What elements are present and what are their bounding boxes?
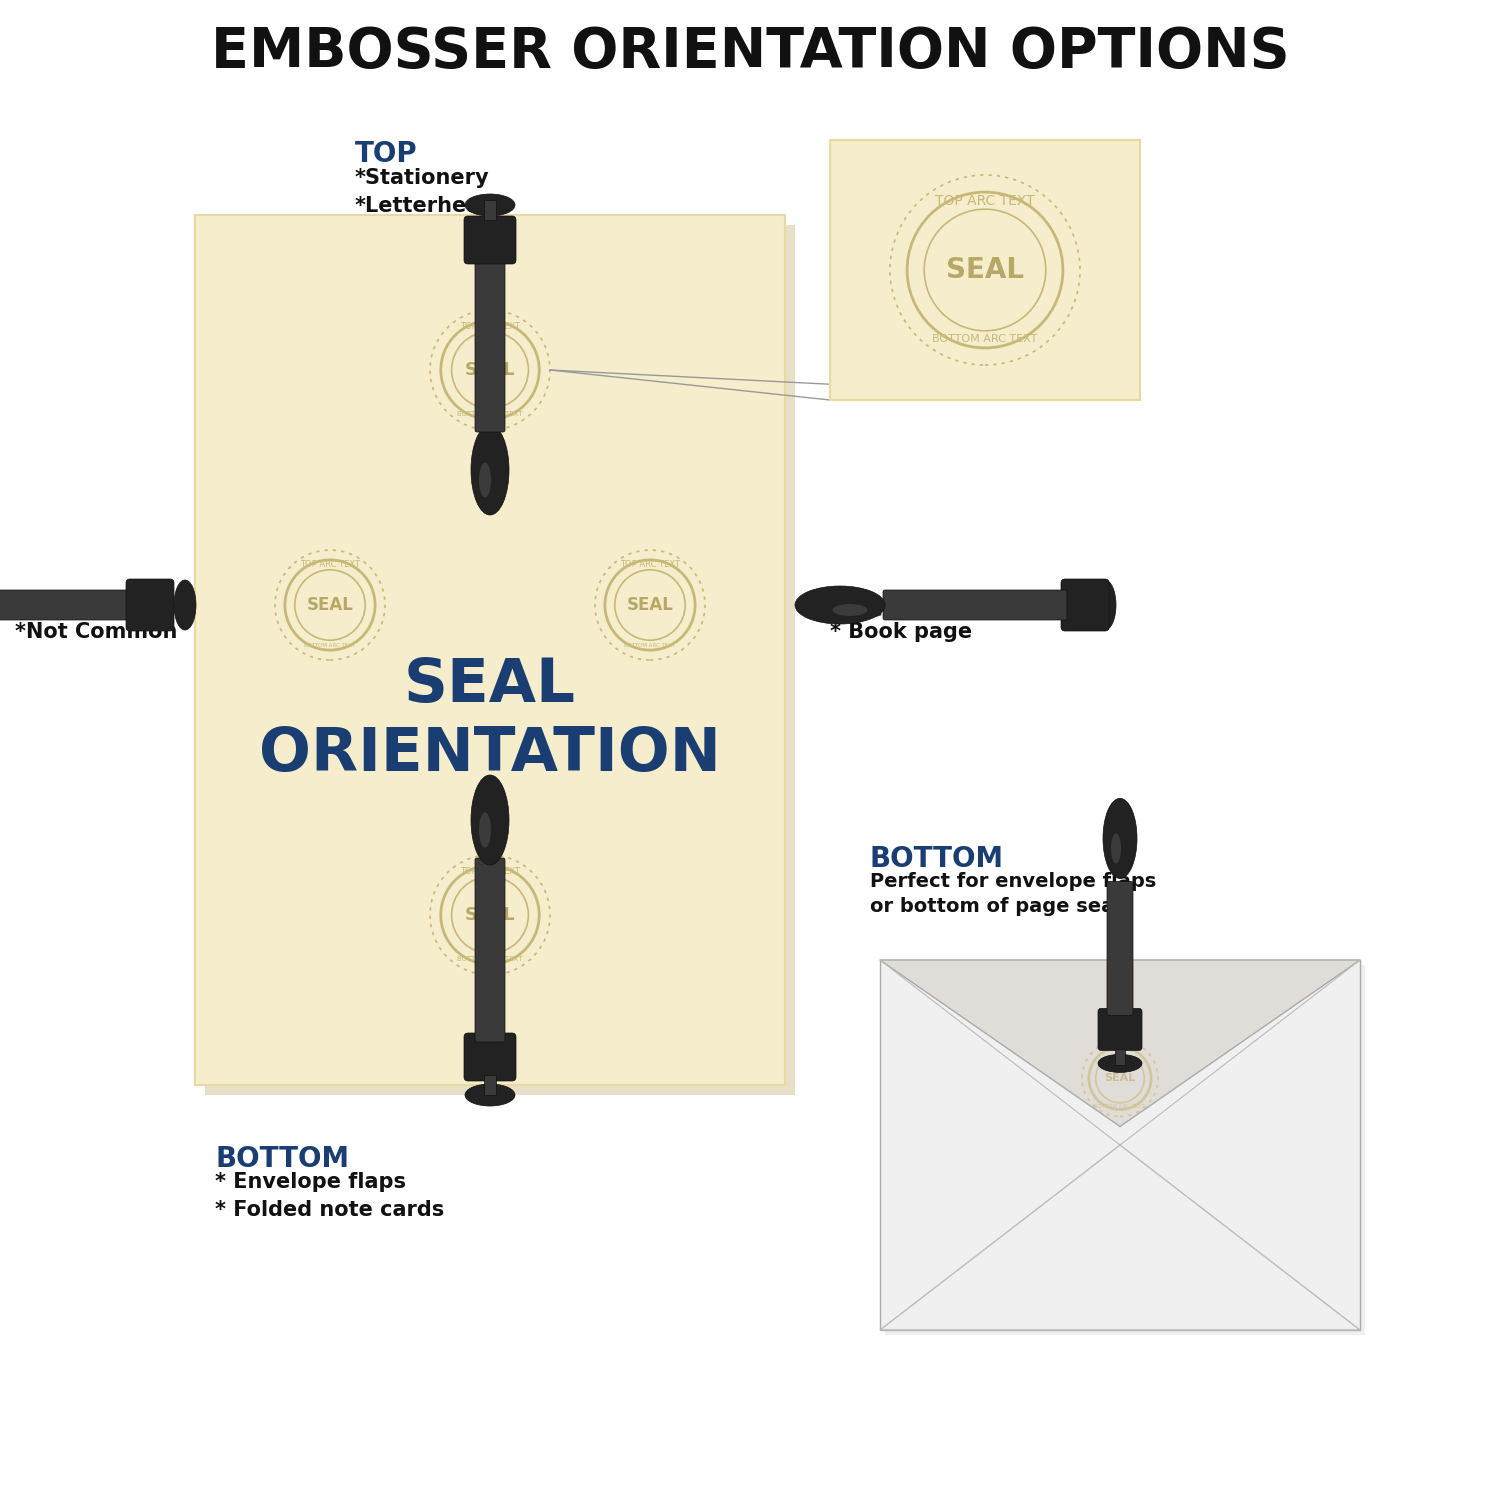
FancyBboxPatch shape: [126, 579, 174, 632]
Text: LEFT: LEFT: [15, 596, 90, 622]
Ellipse shape: [1112, 834, 1120, 864]
FancyBboxPatch shape: [880, 960, 1360, 1330]
Text: TOP: TOP: [356, 140, 417, 168]
Text: *Stationery
*Letterhead: *Stationery *Letterhead: [356, 168, 496, 216]
Text: TOP ARC TEXT: TOP ARC TEXT: [620, 561, 680, 570]
Text: BOTTOM ARC TEXT: BOTTOM ARC TEXT: [304, 642, 355, 648]
FancyBboxPatch shape: [464, 216, 516, 264]
Text: SEAL: SEAL: [946, 256, 1024, 284]
Ellipse shape: [1094, 580, 1116, 630]
Text: SEAL: SEAL: [306, 596, 354, 613]
Text: BOTTOM ARC TEXT: BOTTOM ARC TEXT: [458, 956, 524, 962]
Text: TOP ARC TEXT: TOP ARC TEXT: [934, 194, 1035, 207]
Text: Perfect for envelope flaps
or bottom of page seals: Perfect for envelope flaps or bottom of …: [870, 871, 1156, 916]
Text: BOTTOM ARC TEXT: BOTTOM ARC TEXT: [933, 334, 1038, 345]
FancyBboxPatch shape: [0, 590, 142, 620]
FancyBboxPatch shape: [206, 225, 795, 1095]
Text: BOTTOM: BOTTOM: [214, 1144, 350, 1173]
Ellipse shape: [478, 462, 490, 498]
Ellipse shape: [1102, 798, 1137, 879]
Ellipse shape: [1098, 1054, 1142, 1072]
Text: TOP ARC TEXT: TOP ARC TEXT: [460, 867, 520, 876]
FancyBboxPatch shape: [1098, 1008, 1142, 1050]
Ellipse shape: [471, 776, 509, 865]
FancyBboxPatch shape: [830, 140, 1140, 400]
Text: SEAL: SEAL: [627, 596, 674, 613]
FancyBboxPatch shape: [476, 858, 506, 1042]
FancyBboxPatch shape: [484, 1076, 496, 1095]
FancyBboxPatch shape: [884, 590, 1066, 620]
Ellipse shape: [833, 604, 867, 616]
Text: BOTTOM ARC TEXT: BOTTOM ARC TEXT: [624, 642, 675, 648]
Text: SEAL: SEAL: [465, 362, 516, 380]
Ellipse shape: [471, 424, 509, 514]
FancyBboxPatch shape: [484, 200, 496, 220]
FancyBboxPatch shape: [1060, 579, 1108, 632]
Text: TOP ARC TEXT: TOP ARC TEXT: [460, 321, 520, 330]
FancyBboxPatch shape: [195, 214, 784, 1084]
Text: SEAL: SEAL: [1104, 1074, 1136, 1083]
Text: TOP ARC TEXT: TOP ARC TEXT: [1101, 1048, 1140, 1053]
Polygon shape: [880, 960, 1360, 1126]
FancyBboxPatch shape: [885, 964, 1365, 1335]
Ellipse shape: [465, 1084, 514, 1106]
Ellipse shape: [478, 813, 490, 847]
Text: BOTTOM: BOTTOM: [870, 844, 1004, 873]
Text: EMBOSSER ORIENTATION OPTIONS: EMBOSSER ORIENTATION OPTIONS: [210, 26, 1290, 80]
Text: RIGHT: RIGHT: [830, 596, 927, 622]
Text: * Book page: * Book page: [830, 622, 972, 642]
Ellipse shape: [174, 580, 196, 630]
Text: BOTTOM ARC TEXT: BOTTOM ARC TEXT: [1095, 1104, 1146, 1108]
Text: BOTTOM ARC TEXT: BOTTOM ARC TEXT: [458, 411, 524, 417]
Ellipse shape: [795, 586, 885, 624]
FancyBboxPatch shape: [464, 1034, 516, 1082]
Text: * Envelope flaps
* Folded note cards: * Envelope flaps * Folded note cards: [214, 1172, 444, 1219]
Text: SEAL: SEAL: [465, 906, 516, 924]
Ellipse shape: [465, 194, 514, 216]
FancyBboxPatch shape: [1107, 882, 1132, 1016]
FancyBboxPatch shape: [476, 248, 506, 432]
FancyBboxPatch shape: [1114, 1050, 1125, 1065]
Text: SEAL
ORIENTATION: SEAL ORIENTATION: [260, 657, 722, 783]
Text: *Not Common: *Not Common: [15, 622, 177, 642]
Text: TOP ARC TEXT: TOP ARC TEXT: [300, 561, 360, 570]
